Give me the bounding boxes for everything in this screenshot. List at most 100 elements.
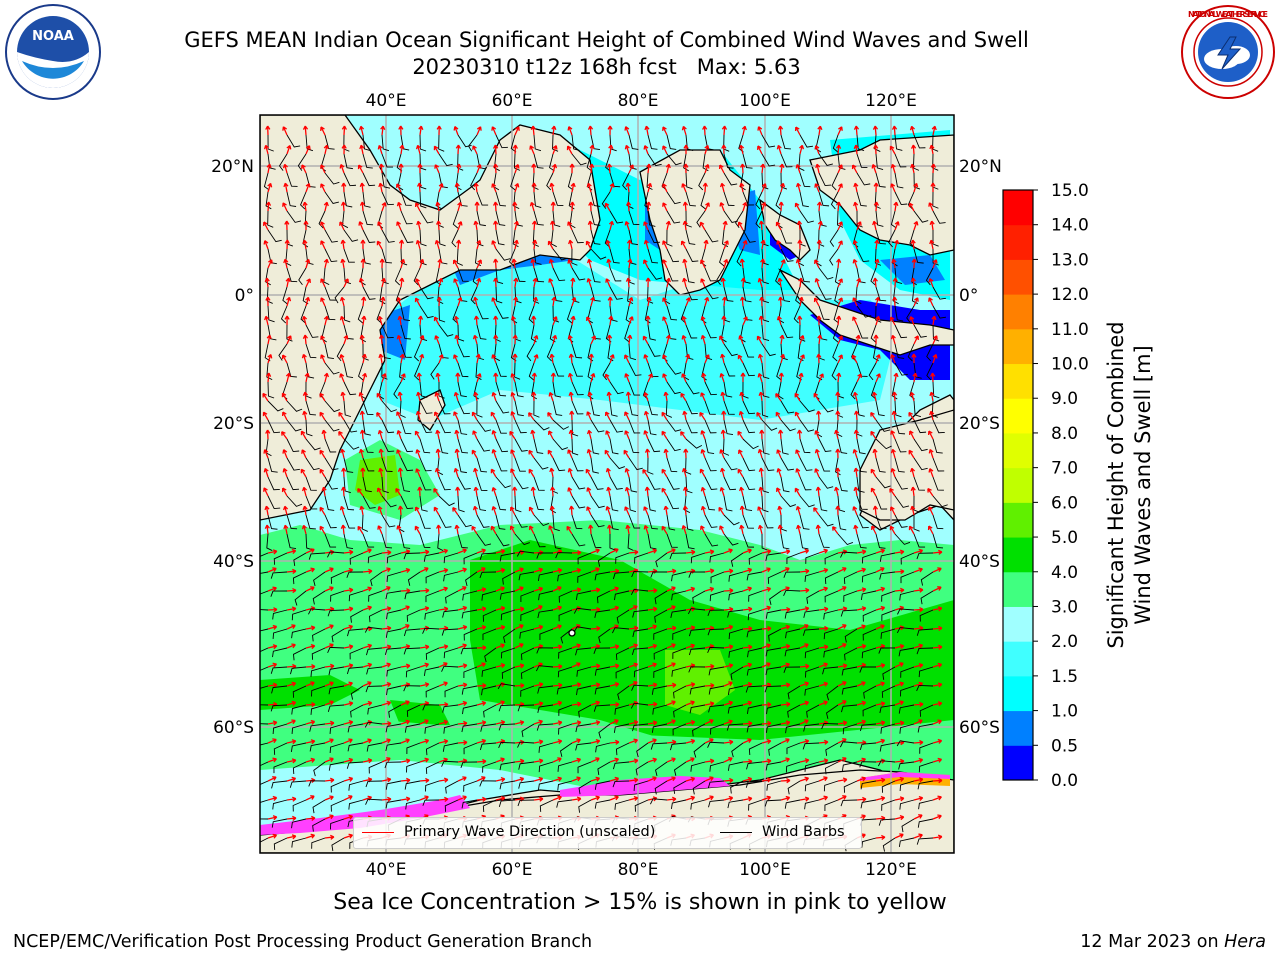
wind-barb [859, 742, 877, 751]
wave-direction-arrow [739, 486, 745, 497]
wave-direction-arrow [513, 239, 519, 250]
wave-direction-arrow [739, 391, 745, 402]
wind-barb [457, 495, 465, 513]
wave-direction-arrow [512, 201, 518, 212]
wind-barb [881, 609, 896, 621]
wind-barb [860, 780, 877, 790]
wind-barb [330, 571, 345, 584]
wind-barb [692, 780, 706, 795]
wind-barb [495, 457, 508, 472]
wind-barb [476, 400, 483, 418]
wind-barb [452, 210, 459, 229]
wind-barb [571, 533, 586, 547]
wave-direction-arrow [590, 296, 596, 307]
wind-barb [260, 723, 269, 725]
wind-barb [685, 533, 695, 550]
wind-barb [761, 134, 776, 148]
wind-barb [765, 552, 782, 561]
wave-direction-arrow [514, 682, 525, 689]
wave-direction-arrow [396, 297, 402, 307]
wind-barb [514, 476, 529, 490]
legend-swatch-red [362, 831, 394, 833]
wave-direction-arrow [341, 467, 347, 478]
wind-barb [267, 495, 281, 510]
wind-barb [795, 286, 801, 305]
wind-barb [495, 533, 510, 547]
wave-direction-arrow [528, 449, 535, 459]
wave-direction-arrow [474, 201, 480, 212]
wave-direction-arrow [380, 277, 387, 288]
wave-direction-arrow [358, 448, 365, 459]
wave-direction-arrow [400, 796, 411, 802]
wind-barb [331, 628, 345, 643]
wind-barb [609, 495, 619, 512]
wave-direction-arrow [549, 182, 555, 193]
wind-barb [312, 590, 326, 605]
wind-barb [805, 666, 820, 678]
wind-barb [818, 286, 832, 300]
wind-barb [560, 628, 573, 644]
wind-barb [289, 780, 307, 788]
wave-direction-arrow [681, 335, 687, 345]
wind-barb [514, 267, 526, 282]
wind-barb [868, 362, 877, 381]
wave-direction-arrow [856, 606, 867, 612]
wave-direction-arrow [514, 164, 520, 174]
wave-direction-arrow [397, 505, 404, 516]
wave-direction-arrow [495, 606, 506, 612]
wind-barb [874, 134, 881, 152]
wind-barb [704, 438, 715, 454]
wave-direction-arrow [700, 505, 706, 516]
wave-direction-arrow [586, 429, 593, 440]
wave-direction-arrow [434, 335, 440, 345]
wind-barb [748, 742, 763, 756]
wave-direction-arrow [362, 738, 372, 744]
lon-tick-bottom: 100°E [739, 860, 791, 880]
wind-barb [628, 476, 638, 493]
wind-barb [627, 533, 634, 551]
wave-direction-arrow [305, 145, 311, 155]
wave-direction-arrow [623, 449, 630, 459]
wind-barb [689, 704, 706, 714]
wind-barb [879, 571, 896, 580]
wave-direction-arrow [700, 392, 706, 402]
wind-barb [880, 723, 896, 734]
wave-direction-arrow [357, 164, 364, 174]
wind-barb [894, 514, 908, 528]
wave-direction-arrow [324, 720, 335, 726]
wind-barb [267, 210, 274, 228]
wave-direction-arrow [358, 391, 364, 402]
colorbar-tick-label: 6.0 [1051, 493, 1078, 513]
wave-direction-arrow [799, 335, 805, 345]
wave-direction-arrow [435, 429, 441, 440]
wind-barb [932, 419, 945, 434]
wind-barb [804, 761, 820, 772]
wind-barb [305, 457, 320, 471]
wind-barb [442, 704, 459, 713]
wave-direction-arrow [817, 220, 823, 231]
wave-direction-arrow [471, 525, 478, 535]
wind-barb [881, 590, 896, 602]
wind-barb [842, 723, 858, 735]
wave-direction-arrow [286, 719, 296, 725]
wind-barb [381, 191, 394, 206]
wind-barb [611, 627, 630, 634]
max-value: Max: 5.63 [696, 55, 801, 79]
wind-barb [685, 134, 694, 151]
wind-barb [308, 608, 326, 615]
wind-barb [818, 457, 831, 472]
wave-direction-arrow [795, 182, 802, 193]
wave-direction-arrow [418, 125, 424, 136]
wind-barb [292, 571, 307, 585]
wind-barb [898, 647, 915, 657]
wave-direction-arrow [932, 606, 943, 612]
wave-direction-arrow [818, 795, 828, 801]
wind-barb [305, 343, 317, 359]
wind-barb [552, 134, 559, 152]
wind-barb [823, 628, 839, 640]
wave-direction-arrow [932, 586, 942, 592]
wind-barb [367, 704, 383, 715]
wind-barb [875, 210, 884, 227]
wave-direction-arrow [571, 757, 582, 763]
wind-barb [685, 210, 692, 228]
